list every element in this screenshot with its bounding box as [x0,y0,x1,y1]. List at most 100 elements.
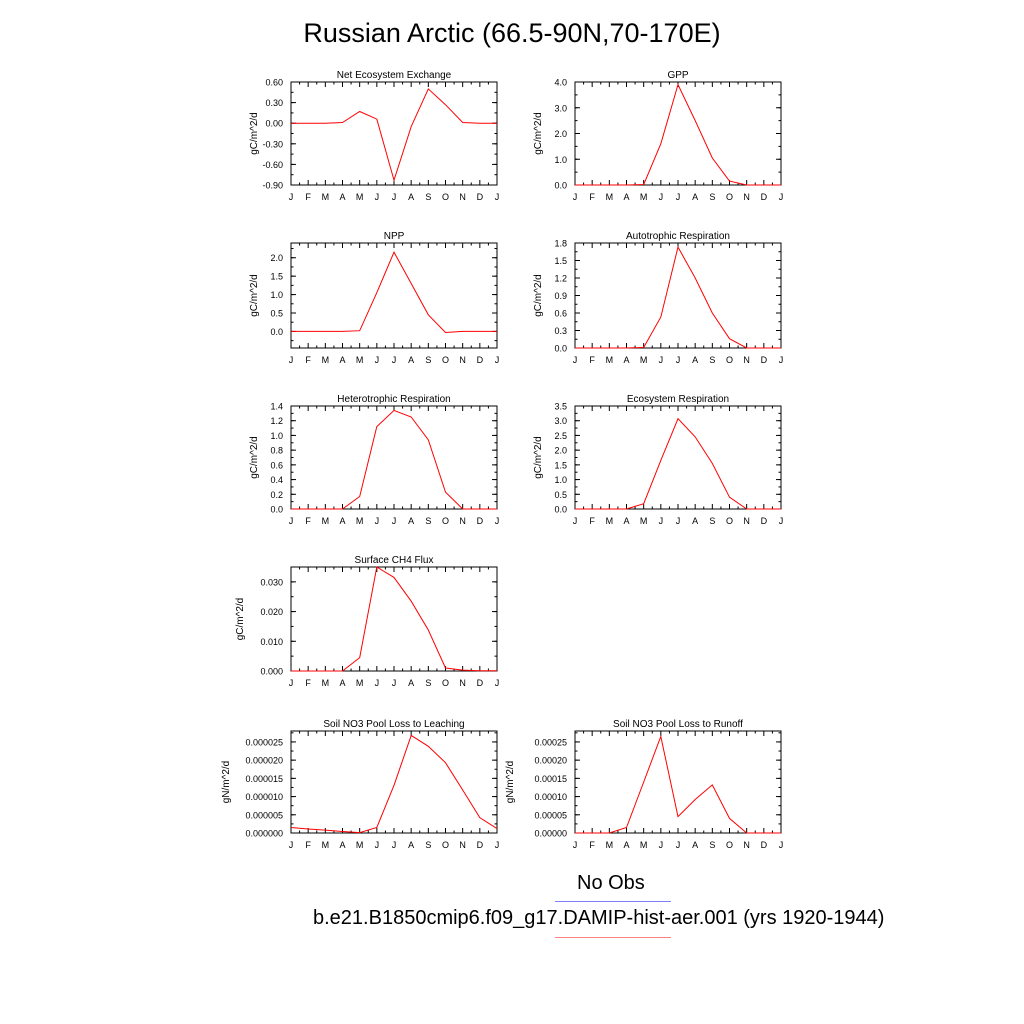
x-tick-label: D [477,355,484,365]
x-tick-label: D [761,355,768,365]
x-tick-label: F [589,192,595,202]
x-tick-label: J [676,840,681,850]
x-tick-label: F [589,516,595,526]
y-tick-label: 0.0 [270,505,283,515]
y-tick-label: 1.0 [270,290,283,300]
y-tick-label: 0.0 [554,344,567,354]
x-tick-label: A [339,192,345,202]
y-tick-label: 0.000 [260,667,283,677]
x-tick-label: J [289,840,294,850]
chart-title: NPP [384,231,405,242]
x-tick-label: N [743,516,750,526]
x-tick-label: M [640,355,648,365]
x-tick-label: O [442,192,449,202]
y-tick-label: 1.0 [554,475,567,485]
x-tick-label: J [289,516,294,526]
y-tick-label: 0.00005 [534,810,567,820]
x-tick-label: N [459,192,466,202]
chart-title: Net Ecosystem Exchange [337,70,452,81]
x-tick-label: J [375,355,380,365]
y-tick-label: 1.0 [270,431,283,441]
y-tick-label: 3.5 [554,402,567,412]
y-tick-label: 2.5 [554,431,567,441]
x-tick-label: M [356,840,364,850]
x-tick-label: F [589,840,595,850]
y-tick-label: 0.000025 [245,737,283,747]
x-tick-label: J [659,840,664,850]
x-tick-label: J [392,678,397,688]
y-axis-label: gN/m^2/d [221,761,232,804]
chart-title: Soil NO3 Pool Loss to Leaching [323,719,464,730]
y-axis-label: gC/m^2/d [235,598,246,641]
x-tick-label: J [375,678,380,688]
y-tick-label: 0.000000 [245,829,283,839]
y-tick-label: 1.5 [554,460,567,470]
x-tick-label: M [640,516,648,526]
y-tick-label: 1.4 [270,402,283,412]
y-tick-label: 3.0 [554,416,567,426]
x-tick-label: J [495,192,500,202]
x-tick-label: S [709,192,715,202]
y-tick-label: 0.5 [554,490,567,500]
plot-frame [290,566,498,672]
y-tick-label: 0.00010 [534,792,567,802]
x-tick-label: O [442,678,449,688]
x-tick-label: J [375,516,380,526]
series-line [291,88,497,182]
y-tick-label: 1.5 [270,272,283,282]
y-tick-label: 0.9 [554,291,567,301]
x-tick-label: J [676,355,681,365]
chart-title: Heterotrophic Respiration [337,394,450,405]
y-tick-label: 3.0 [554,103,567,113]
x-tick-label: O [726,840,733,850]
chart-title: Soil NO3 Pool Loss to Runoff [613,719,743,730]
x-tick-label: N [743,840,750,850]
x-tick-label: S [425,678,431,688]
y-axis-label: gC/m^2/d [249,436,260,479]
x-tick-label: D [477,516,484,526]
x-tick-label: M [356,355,364,365]
x-tick-label: J [375,192,380,202]
x-tick-label: A [339,516,345,526]
plot-frame [574,405,782,510]
x-tick-label: J [779,516,784,526]
x-tick-label: J [392,192,397,202]
x-tick-label: D [761,192,768,202]
x-tick-label: M [322,192,330,202]
x-tick-label: S [425,840,431,850]
x-tick-label: O [442,840,449,850]
y-tick-label: 0.000005 [245,810,283,820]
x-tick-label: A [692,516,698,526]
y-tick-label: 0.6 [554,309,567,319]
x-tick-label: M [356,192,364,202]
page-title: Russian Arctic (66.5-90N,70-170E) [303,18,721,48]
x-tick-label: M [322,355,330,365]
x-tick-label: J [573,192,578,202]
x-tick-label: O [726,192,733,202]
y-tick-label: 0.000015 [245,774,283,784]
x-tick-label: O [442,516,449,526]
y-tick-label: 0.00025 [534,737,567,747]
plot-frame [290,81,498,186]
x-tick-label: J [392,516,397,526]
y-tick-label: 0.00000 [534,829,567,839]
x-tick-label: O [726,516,733,526]
x-tick-label: A [623,840,629,850]
y-tick-label: 0.5 [270,309,283,319]
y-tick-label: 0.000020 [245,756,283,766]
y-tick-label: 1.5 [554,256,567,266]
y-tick-label: 0.00 [265,119,283,129]
x-tick-label: N [459,355,466,365]
series-line [291,251,497,334]
x-tick-label: A [623,355,629,365]
x-tick-label: J [289,355,294,365]
y-axis-label: gC/m^2/d [533,112,544,155]
x-tick-label: M [322,678,330,688]
y-tick-label: 0.010 [260,637,283,647]
x-tick-label: A [623,192,629,202]
